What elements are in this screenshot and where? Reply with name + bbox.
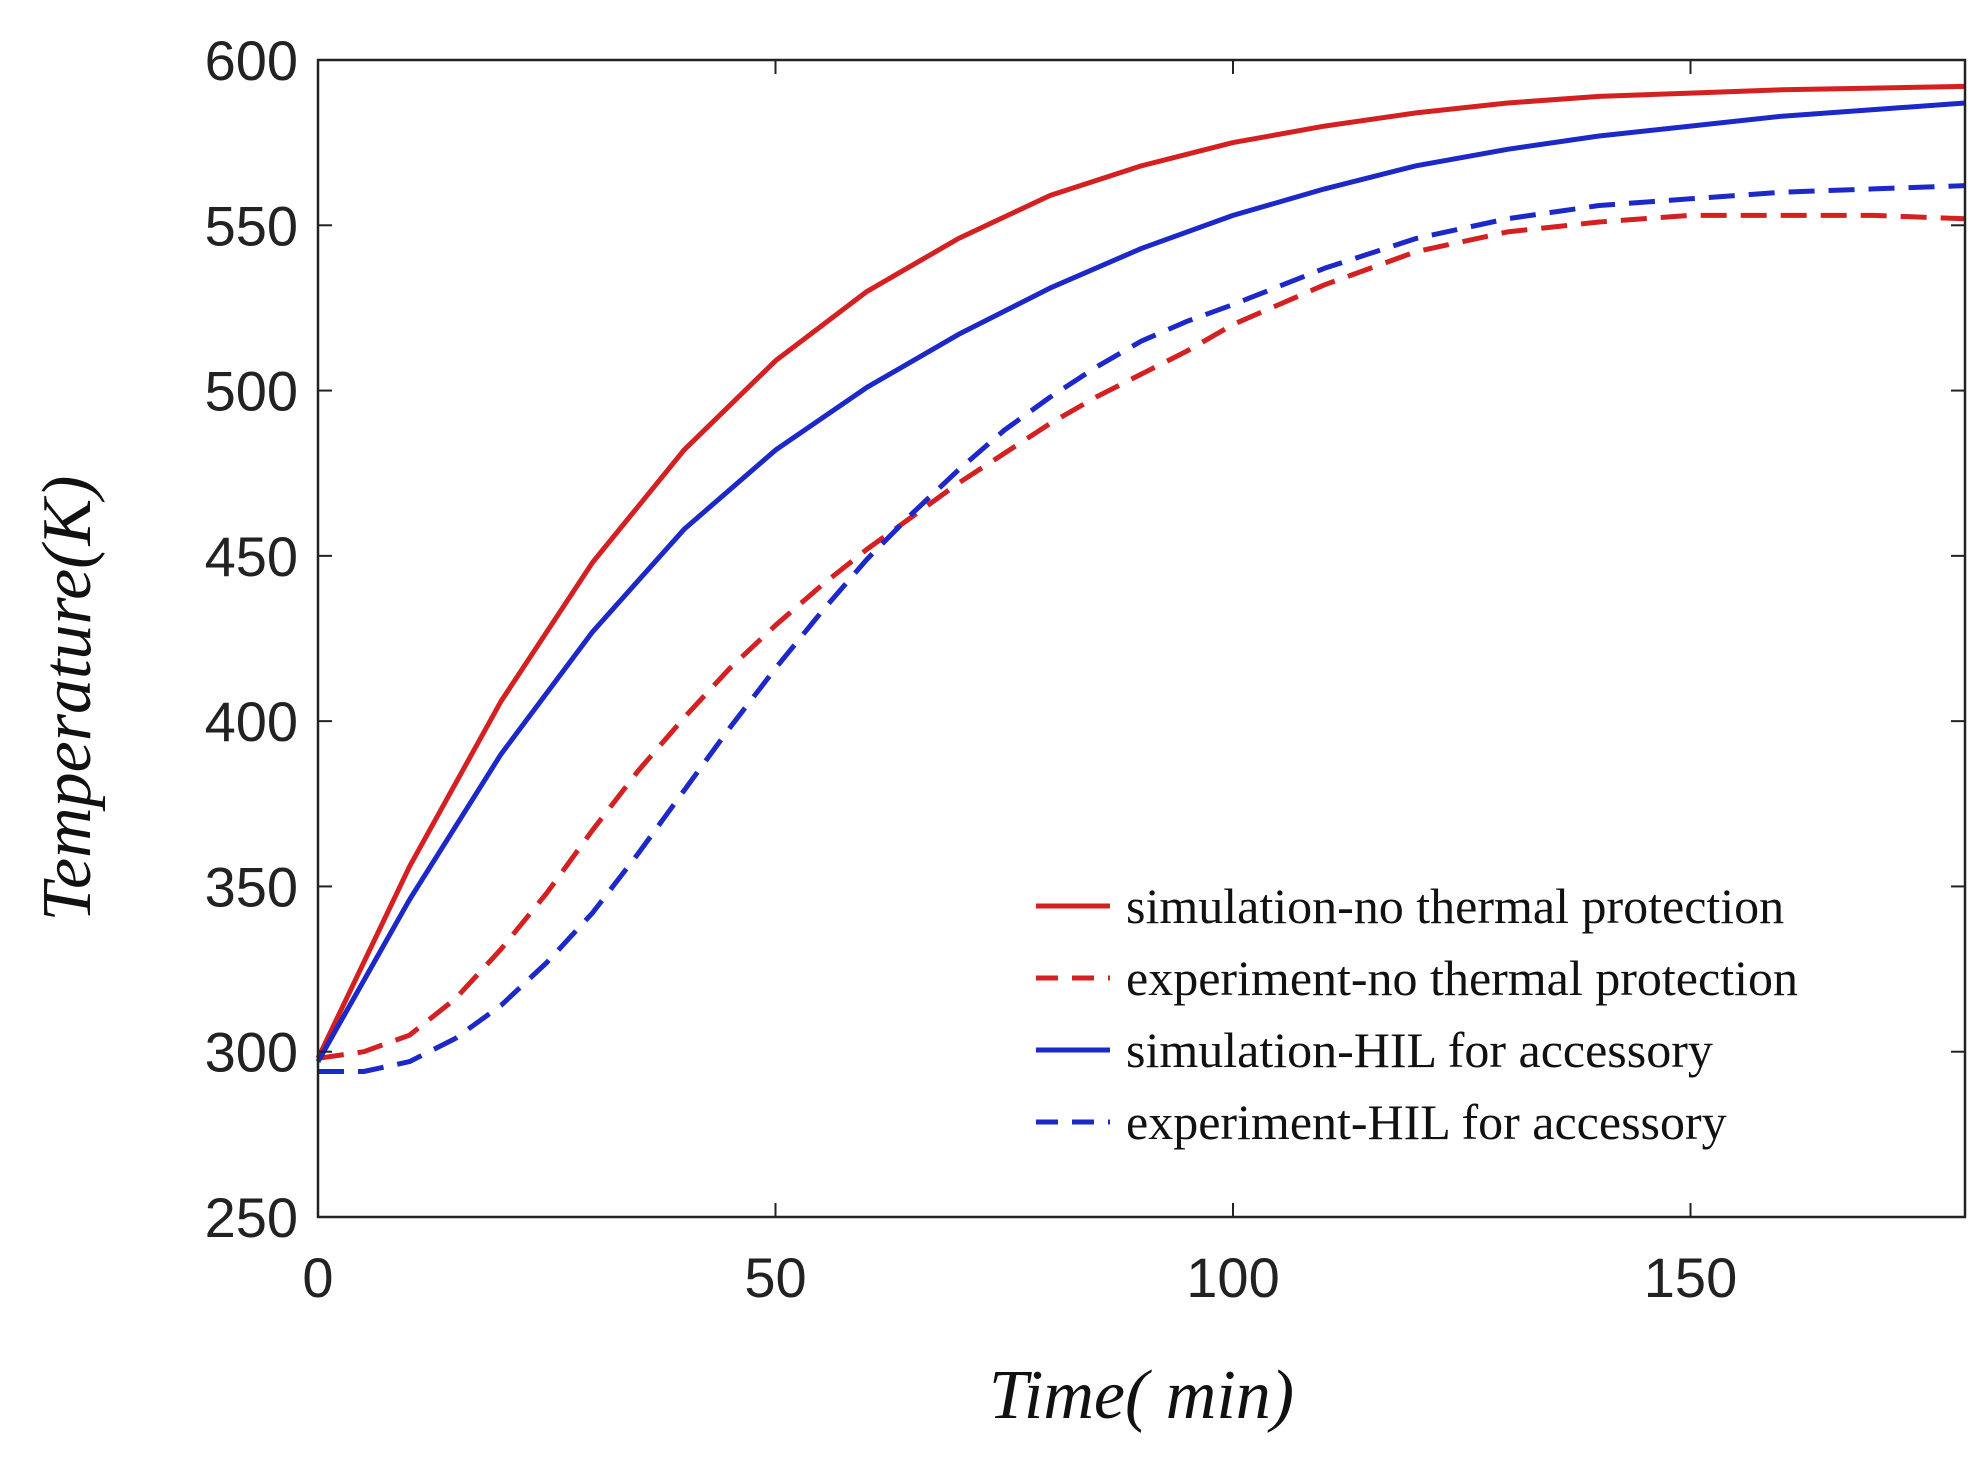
- x-tick-label: 50: [744, 1246, 806, 1309]
- y-tick-label: 350: [205, 855, 298, 918]
- x-axis-title: Time( min): [989, 1357, 1294, 1434]
- legend-label-3: simulation-HIL for accessory: [1126, 1022, 1713, 1078]
- y-tick-label: 400: [205, 690, 298, 753]
- y-tick-label: 300: [205, 1021, 298, 1084]
- tick-layer: 0 50 100 150 250 300 350 400 450 500 550 600: [205, 29, 1965, 1309]
- x-tick-label: 150: [1644, 1246, 1737, 1309]
- y-tick-label: 550: [205, 194, 298, 257]
- x-tick-label: 0: [302, 1246, 333, 1309]
- y-tick-label: 600: [205, 29, 298, 92]
- legend: simulation-no thermal protection experime…: [1036, 878, 1798, 1150]
- y-axis-title: Temperature(K): [29, 476, 106, 922]
- y-tick-label: 250: [205, 1186, 298, 1249]
- series-line-4: [318, 183, 1966, 1074]
- plot-frame: [316, 58, 1967, 1219]
- legend-label-2: experiment-no thermal protection: [1126, 950, 1798, 1006]
- x-tick-label: 100: [1186, 1246, 1279, 1309]
- series-layer: [315, 83, 1966, 1074]
- series-line-1: [315, 83, 1966, 1060]
- series-line-3: [315, 100, 1966, 1063]
- legend-label-4: experiment-HIL for accessory: [1126, 1094, 1727, 1150]
- y-tick-label: 500: [205, 360, 298, 423]
- legend-label-1: simulation-no thermal protection: [1126, 878, 1784, 934]
- y-tick-label: 450: [205, 525, 298, 588]
